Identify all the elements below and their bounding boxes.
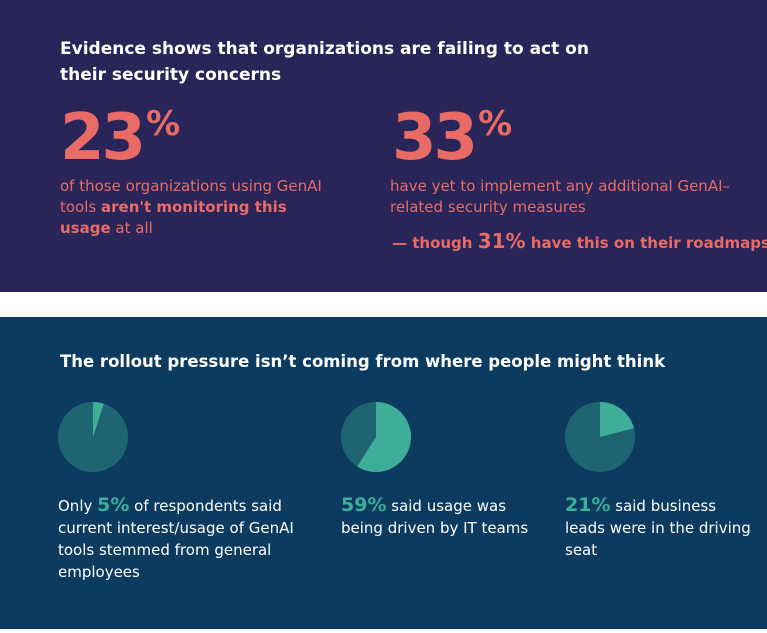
stat-33-description: have yet to implement any additional Gen…	[390, 177, 730, 216]
bottom-headline: The rollout pressure isn’t coming from w…	[60, 352, 666, 371]
stat-33-percent: 33%	[392, 104, 512, 170]
roadmap-note: — though 31% have this on their roadmaps	[392, 229, 767, 253]
caption-percent: 5%	[97, 494, 130, 516]
bottom-panel	[0, 317, 767, 629]
caption-after: said business leads were in the driving …	[565, 497, 751, 559]
pie-slice	[93, 402, 104, 437]
stat-percent-sign: %	[478, 104, 513, 144]
top-panel	[0, 0, 767, 292]
caption-percent: 59%	[341, 494, 387, 516]
desc-text-bold: aren't monitoring this usage	[60, 198, 287, 237]
caption-employees: Only 5% of respondents said current inte…	[58, 494, 298, 583]
caption-before: Only	[58, 497, 98, 515]
pie-slice	[357, 402, 411, 472]
caption-business-leads: 21% said business leads were in the driv…	[565, 494, 755, 561]
stat-percent-sign: %	[146, 104, 181, 144]
pie-chart-employees	[58, 402, 128, 472]
caption-it-teams: 59% said usage was being driven by IT te…	[341, 494, 531, 539]
desc-text-after: at all	[110, 219, 153, 237]
stat-23-percent: 23%	[60, 104, 180, 170]
caption-after: of respondents said current interest/usa…	[58, 497, 294, 581]
roadmap-prefix: — though	[392, 234, 478, 252]
caption-percent: 21%	[565, 494, 611, 516]
pie-chart-it-teams	[341, 402, 411, 472]
stat-number: 23	[60, 101, 146, 175]
top-headline: Evidence shows that organizations are fa…	[60, 39, 589, 85]
caption-after: said usage was being driven by IT teams	[341, 497, 529, 537]
stat-number: 33	[392, 101, 478, 175]
roadmap-value: 31%	[477, 229, 526, 253]
stat-23-description: of those organizations using GenAI tools…	[60, 176, 330, 239]
pie-chart-business-leads	[565, 402, 635, 472]
pie-slice	[600, 402, 634, 437]
desc-text-before: of those organizations using GenAI tools	[60, 177, 322, 216]
roadmap-suffix: have this on their roadmaps	[525, 234, 767, 252]
